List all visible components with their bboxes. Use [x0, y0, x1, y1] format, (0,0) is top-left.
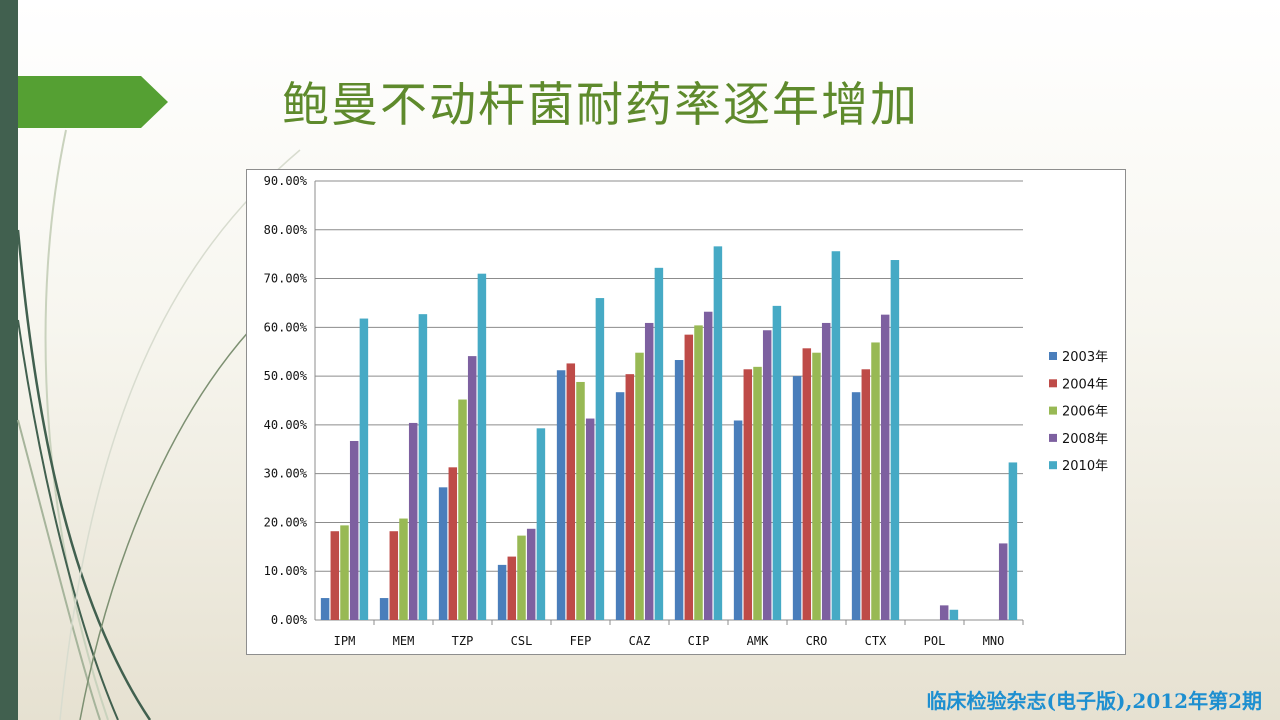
bar	[861, 369, 871, 620]
x-tick-label: TZP	[452, 634, 474, 648]
y-tick-label: 50.00%	[264, 369, 308, 383]
legend-swatch	[1049, 433, 1057, 442]
bar	[517, 535, 526, 620]
y-tick-label: 80.00%	[264, 223, 308, 237]
source-citation: 临床检验杂志(电子版),2012年第2期	[926, 689, 1262, 713]
y-tick-label: 70.00%	[264, 272, 308, 286]
bar	[733, 420, 743, 620]
x-tick-label: CTX	[865, 634, 887, 648]
bar	[949, 609, 959, 620]
y-tick-label: 30.00%	[264, 467, 308, 481]
bar	[821, 322, 831, 620]
chart-svg: 0.00% 10.00% 20.00% 30.00% 40.00% 50.00% 60.00…	[264, 174, 1108, 648]
title-arrow-shape	[18, 76, 168, 128]
legend-label: 2006年	[1062, 405, 1108, 420]
bar	[939, 605, 949, 620]
bar	[880, 314, 890, 620]
bar	[694, 325, 703, 620]
x-tick-label: IPM	[334, 634, 356, 648]
bar	[477, 273, 487, 620]
y-tick-label: 40.00%	[264, 418, 308, 432]
x-tick-label: MEM	[393, 634, 415, 648]
bar	[644, 322, 654, 620]
bar	[674, 360, 684, 620]
bar	[1008, 462, 1018, 620]
bar	[595, 298, 605, 620]
bar	[320, 598, 330, 620]
left-accent-strip	[0, 0, 18, 720]
bar	[359, 318, 369, 620]
x-tick-label: CIP	[688, 634, 710, 648]
y-tick-label: 10.00%	[264, 564, 308, 578]
bar	[536, 428, 546, 620]
legend-swatch	[1049, 406, 1057, 415]
bar	[526, 528, 536, 620]
bar	[458, 399, 467, 620]
legend-swatch	[1049, 379, 1057, 388]
bar	[497, 564, 507, 620]
legend-label: 2010年	[1062, 459, 1108, 474]
bar	[507, 556, 517, 620]
bar	[615, 392, 625, 620]
bar	[635, 352, 644, 620]
legend-swatch	[1049, 461, 1057, 470]
x-tick-label: AMK	[747, 634, 769, 648]
bar	[418, 314, 428, 620]
bar	[753, 366, 762, 620]
bar	[812, 352, 821, 620]
bar	[703, 311, 713, 620]
legend-label: 2008年	[1062, 432, 1108, 447]
bar	[625, 374, 635, 620]
y-tick-label: 20.00%	[264, 515, 308, 529]
x-tick-label: MNO	[983, 634, 1005, 648]
x-tick-label: CSL	[511, 634, 533, 648]
bar	[713, 246, 723, 620]
bar	[871, 342, 880, 620]
bar	[408, 422, 418, 620]
bar	[438, 487, 448, 620]
bar	[998, 543, 1008, 620]
decorative-grass-lines	[16, 129, 301, 720]
bar	[585, 418, 595, 620]
bar	[890, 260, 900, 620]
bar	[566, 363, 576, 620]
bar	[762, 330, 772, 620]
x-tick-label: POL	[924, 634, 946, 648]
bar	[802, 348, 812, 620]
bar	[448, 467, 458, 620]
x-tick-label: CRO	[806, 634, 828, 648]
x-tick-label: CAZ	[629, 634, 651, 648]
bar	[389, 531, 399, 620]
bar	[556, 370, 566, 620]
bar	[684, 334, 694, 620]
bar	[330, 531, 340, 620]
bar	[743, 369, 753, 620]
bar	[467, 356, 477, 620]
bar	[340, 525, 349, 620]
bar-chart: 0.00% 10.00% 20.00% 30.00% 40.00% 50.00% 60.00…	[246, 169, 1126, 655]
bar	[379, 598, 389, 620]
bar	[399, 518, 408, 620]
bar	[654, 267, 664, 620]
legend-swatch	[1049, 352, 1057, 360]
legend-label: 2003年	[1062, 350, 1108, 365]
bar	[349, 440, 359, 620]
bar	[851, 392, 861, 620]
y-tick-label: 90.00%	[264, 174, 308, 188]
x-tick-label: FEP	[570, 634, 592, 648]
y-tick-label: 0.00%	[271, 613, 308, 627]
bar	[772, 305, 782, 620]
page-title: 鲍曼不动杆菌耐药率逐年增加	[282, 78, 919, 133]
bar	[576, 381, 585, 620]
bar	[831, 251, 841, 620]
y-tick-label: 60.00%	[264, 320, 308, 334]
legend-label: 2004年	[1062, 377, 1108, 392]
bar	[792, 376, 802, 620]
